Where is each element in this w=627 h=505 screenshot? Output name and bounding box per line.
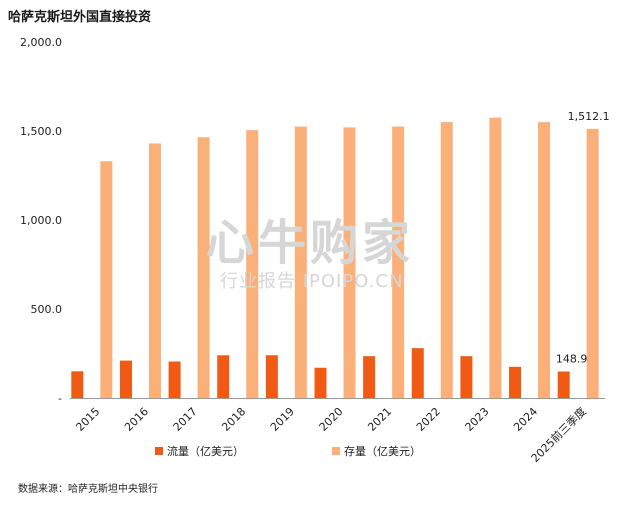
stock-bar: [197, 137, 210, 399]
legend-label-stock: 存量（亿美元）: [344, 444, 421, 458]
stock-bar: [440, 122, 453, 398]
y-tick-label: 1,500.0: [20, 125, 62, 138]
flow-bar: [217, 355, 230, 398]
y-tick-label: 500.0: [31, 303, 63, 316]
x-tick-label: 2018: [219, 405, 248, 434]
flow-bar: [265, 355, 278, 398]
stock-bar: [489, 117, 502, 399]
legend-swatch-flow: [155, 447, 163, 455]
stock-bar: [586, 128, 599, 399]
x-tick-label: 2021: [365, 405, 394, 434]
x-tick-label: 2024: [511, 405, 540, 434]
flow-bar: [460, 356, 473, 398]
x-tick-label: 2017: [171, 405, 200, 434]
flow-bar: [168, 361, 181, 398]
stock-bar: [343, 127, 356, 398]
chart-title: 哈萨克斯坦外国直接投资: [8, 10, 152, 25]
y-tick-label: 2,000.0: [20, 36, 62, 49]
stock-bar: [148, 143, 161, 398]
flow-bar: [509, 366, 522, 398]
flow-bar: [557, 371, 570, 398]
stock-bar: [246, 130, 259, 399]
x-tick-label: 2020: [317, 405, 346, 434]
flow-bar: [314, 367, 327, 398]
legend-swatch-stock: [332, 447, 340, 455]
stock-bar: [100, 161, 113, 398]
data-label: 148.9: [556, 352, 588, 365]
x-tick-label: 2019: [268, 405, 297, 434]
y-tick-label: 1,000.0: [20, 214, 62, 227]
x-tick-label: 2016: [122, 405, 151, 434]
data-label: 1,512.1: [568, 110, 610, 123]
stock-bar: [392, 126, 405, 399]
x-tick-label: 2023: [463, 405, 492, 434]
flow-bar: [119, 360, 132, 398]
flow-bar: [71, 371, 84, 398]
legend-label-flow: 流量（亿美元）: [167, 444, 244, 458]
x-tick-label: 2015: [73, 405, 102, 434]
flow-bar: [363, 356, 376, 398]
flow-bar: [411, 348, 424, 398]
x-tick-label: 2022: [414, 405, 443, 434]
y-tick-label: -: [58, 392, 62, 405]
source-note: 数据来源：哈萨克斯坦中央银行: [18, 484, 158, 495]
stock-bar: [294, 126, 307, 399]
stock-bar: [538, 122, 551, 398]
